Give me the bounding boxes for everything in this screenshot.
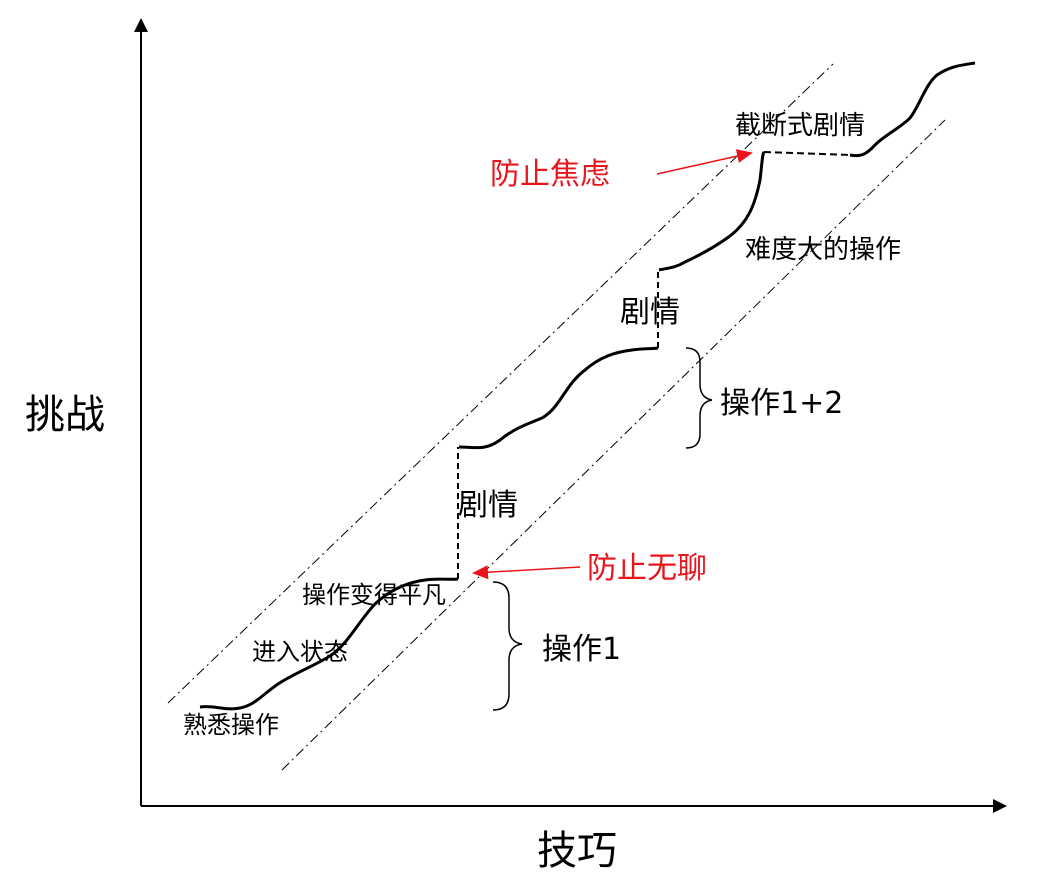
label-prevent-boredom: 防止无聊 bbox=[587, 551, 707, 586]
curve-segment-2 bbox=[458, 346, 659, 450]
prevent-boredom-arrow bbox=[472, 565, 581, 580]
label-op12: 操作1+2 bbox=[720, 386, 843, 421]
label-cutscene: 截断式剧情 bbox=[735, 111, 865, 141]
curve-segment-4 bbox=[849, 61, 976, 158]
curve-segment-3 bbox=[658, 151, 766, 272]
lower-channel-boundary bbox=[281, 119, 946, 771]
label-ordinary: 操作变得平凡 bbox=[302, 581, 446, 609]
prevent-anxiety-arrow bbox=[656, 149, 753, 175]
label-plot-1: 剧情 bbox=[458, 488, 518, 523]
cutscene-plateau bbox=[763, 151, 851, 156]
label-hard-op: 难度大的操作 bbox=[745, 235, 901, 265]
label-op1: 操作1 bbox=[542, 632, 621, 667]
label-familiar: 熟悉操作 bbox=[183, 711, 279, 739]
brace-op12 bbox=[685, 347, 713, 449]
curve-segment-1 bbox=[199, 577, 459, 711]
label-enter-state: 进入状态 bbox=[252, 638, 348, 666]
x-axis-title: 技巧 bbox=[537, 828, 617, 874]
brace-op1 bbox=[492, 581, 523, 711]
label-prevent-anxiety: 防止焦虑 bbox=[490, 157, 610, 192]
upper-channel-boundary bbox=[167, 63, 834, 704]
label-plot-2: 剧情 bbox=[620, 295, 680, 330]
y-axis-title: 挑战 bbox=[25, 392, 105, 438]
